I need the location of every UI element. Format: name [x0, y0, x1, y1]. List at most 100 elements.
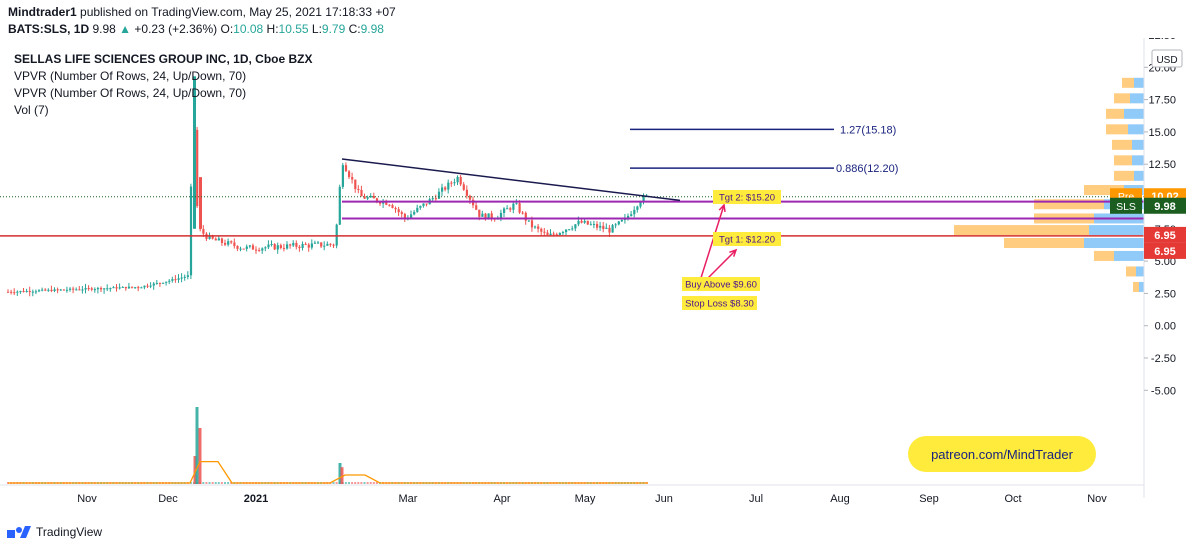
candle-body [295, 242, 298, 247]
volume-bar [354, 482, 357, 484]
volume-bar [363, 482, 366, 484]
tgt2-box [713, 190, 781, 204]
candle-body [38, 290, 41, 292]
candle-body [521, 212, 524, 214]
volume-spike [340, 467, 344, 484]
volume-bar [360, 482, 363, 484]
volume-bars [7, 407, 648, 484]
candle-body [47, 289, 50, 291]
candle-body [549, 233, 552, 235]
volume-bar [189, 482, 192, 484]
footer-brand[interactable]: TradingView [36, 525, 103, 539]
x-tick-label: Sep [919, 493, 939, 505]
candle-body [639, 202, 642, 207]
candle-body [577, 220, 580, 225]
candle-body [444, 187, 447, 190]
candle-body [636, 206, 639, 210]
y-tick-label: -2.50 [1151, 353, 1176, 365]
candle-body [233, 242, 236, 246]
candle-body [258, 250, 261, 252]
candle-body [50, 289, 53, 292]
candles [7, 76, 648, 297]
x-tick-label: Jun [655, 493, 673, 505]
stop-loss-label: Stop Loss $8.30 [685, 299, 754, 310]
volume-bar [369, 482, 372, 484]
volume-bar [205, 482, 208, 484]
vpvr-up [1130, 93, 1144, 104]
candle-body [459, 176, 462, 185]
candle-body [515, 203, 518, 205]
up-arrow-icon: ▲ [119, 22, 132, 36]
candle-body [391, 205, 394, 208]
candle-body [540, 228, 543, 232]
indicator-vpvr-2[interactable]: VPVR (Number Of Rows, 24, Up/Down, 70) [14, 86, 247, 100]
volume-bar [220, 482, 223, 484]
price-tag-bg [1144, 242, 1186, 259]
symbol-label[interactable]: BATS:SLS, 1D [8, 22, 90, 36]
candle-body [307, 244, 310, 248]
tgt1-label: Tgt 1: $12.20 [719, 235, 775, 246]
candle-body [403, 213, 406, 219]
candle-body [255, 249, 258, 251]
candle-body [310, 243, 313, 248]
candle-body [118, 287, 121, 289]
candle-body [273, 244, 276, 250]
annotations: 1.27(15.18) 0.886(12.20) Tgt 2: $15.20 Tgt … [682, 124, 898, 310]
y-tick-label: 17.50 [1148, 95, 1176, 107]
arrow-target1 [704, 249, 737, 282]
candle-body [580, 220, 583, 223]
trend-line [341, 158, 681, 202]
price-chart[interactable]: 27.5025.0022.5020.0017.5015.0012.5010.00… [0, 38, 1200, 518]
candle-body [134, 287, 137, 289]
vpvr-down [1122, 77, 1134, 88]
vpvr-up [1134, 170, 1144, 181]
candle-body [592, 224, 596, 226]
vpvr-up [1114, 250, 1144, 261]
candle-body [422, 203, 425, 206]
volume-spike [338, 463, 342, 484]
high-value: 10.55 [278, 22, 309, 36]
price-tag-value: 6.95 [1154, 246, 1175, 258]
publisher-name[interactable]: Mindtrader1 [8, 5, 77, 19]
candle-body [264, 247, 267, 249]
candle-body [605, 227, 608, 230]
candle-body [7, 291, 10, 293]
candle-body [248, 245, 251, 247]
indicator-volume[interactable]: Vol (7) [14, 103, 49, 117]
vpvr-down [1126, 266, 1136, 277]
candle-body [357, 189, 360, 191]
candle-body [146, 285, 149, 287]
candle-body [109, 288, 112, 290]
vpvr-up [1132, 139, 1144, 150]
candle-body [329, 243, 332, 245]
volume-bar [202, 482, 205, 484]
candle-body [103, 288, 106, 290]
arrow-target2 [699, 204, 725, 282]
candle-body [251, 245, 255, 250]
vpvr-down [1114, 170, 1134, 181]
indicator-vpvr-1[interactable]: VPVR (Number Of Rows, 24, Up/Down, 70) [14, 69, 247, 83]
candle-body [168, 280, 171, 282]
candle-body [447, 182, 450, 190]
publish-info: published on TradingView.com, May 25, 20… [80, 5, 396, 19]
candle-body [267, 244, 270, 248]
volume-bar [214, 482, 217, 484]
candle-body [75, 289, 78, 291]
volume-spike [195, 407, 199, 484]
candle-body [189, 186, 193, 276]
price-axis[interactable]: 27.5025.0022.5020.0017.5015.0012.5010.00… [1110, 38, 1186, 498]
x-tick-label: Aug [830, 493, 850, 505]
candle-body [434, 198, 437, 200]
candle-body [509, 208, 512, 210]
candle-body [431, 198, 434, 200]
vpvr-up [1139, 281, 1144, 292]
candle-body [143, 285, 146, 288]
candle-body [270, 244, 273, 246]
volume-bar [217, 482, 220, 484]
candle-body [633, 209, 636, 215]
candle-body [115, 287, 118, 289]
candle-body [13, 292, 16, 294]
time-axis[interactable]: Nov Dec 2021 Mar Apr May Jun Jul Aug Sep Oct Nov [0, 484, 1144, 505]
candle-body [478, 209, 481, 217]
x-tick-label: Nov [1087, 493, 1107, 505]
